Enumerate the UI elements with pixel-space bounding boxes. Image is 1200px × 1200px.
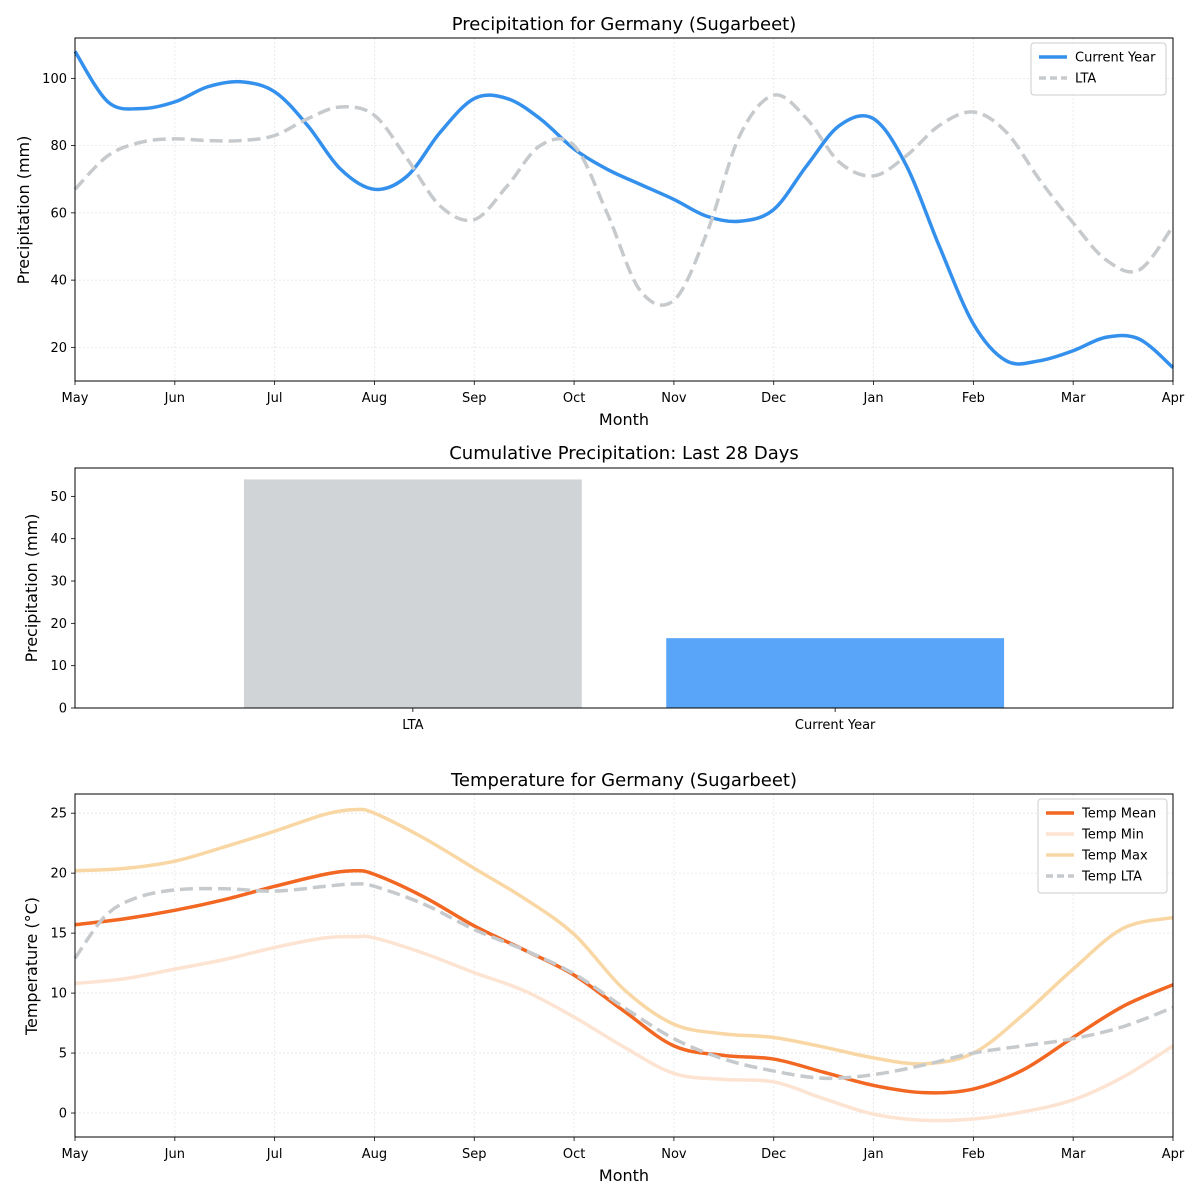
chart-title: Cumulative Precipitation: Last 28 Days <box>449 443 799 464</box>
grid <box>74 38 1174 381</box>
plot-frame <box>74 37 1174 382</box>
x-tick-label: Jul <box>266 391 283 406</box>
x-tick-label: Nov <box>661 1147 687 1162</box>
x-axis-label: Month <box>599 1166 649 1185</box>
y-tick-label: 30 <box>50 575 67 590</box>
x-tick-label: Mar <box>1061 1147 1086 1162</box>
x-tick-label: Jun <box>164 391 185 406</box>
x-tick-label: Dec <box>761 391 786 406</box>
y-tick-label: 0 <box>59 1107 67 1122</box>
cumulative-precipitation-bar-chart: Cumulative Precipitation: Last 28 Days L… <box>22 443 1174 733</box>
x-tick-label: Aug <box>362 391 387 406</box>
y-tick-label: 60 <box>50 206 67 221</box>
y-tick-label: 15 <box>50 927 67 942</box>
legend-label: LTA <box>1075 72 1096 87</box>
series-line-current-year <box>73 50 1175 369</box>
x-tick-label: May <box>62 1147 89 1162</box>
bar-current-year <box>666 638 1005 708</box>
y-tick-label: 100 <box>42 72 67 87</box>
legend-frame <box>1037 798 1168 894</box>
y-tick-labels: 0 5 10 15 20 25 <box>50 807 75 1122</box>
x-tick-label: Mar <box>1061 391 1086 406</box>
x-tick-label: Sep <box>462 1147 487 1162</box>
y-tick-labels: 0 10 20 30 40 50 <box>50 490 75 717</box>
y-tick-label: 20 <box>50 341 67 356</box>
y-tick-label: 5 <box>59 1047 67 1062</box>
series-layer <box>73 50 1175 369</box>
bar-layer <box>243 479 1005 708</box>
y-tick-label: 25 <box>50 807 67 822</box>
precipitation-line-chart: Precipitation for Germany (Sugarbeet) Ma… <box>14 14 1185 429</box>
x-tick-label: Nov <box>661 391 687 406</box>
plot-frame <box>74 467 1174 709</box>
series-line-temp-mean <box>74 868 1174 1095</box>
y-tick-labels: 20 40 60 80 100 <box>42 72 75 356</box>
grid <box>74 794 1174 1137</box>
x-tick-labels: LTA Current Year <box>402 708 876 733</box>
y-tick-label: 50 <box>50 490 67 505</box>
series-line-lta <box>73 93 1175 307</box>
x-tick-label: Current Year <box>795 718 876 733</box>
legend-label: Temp Max <box>1081 849 1148 864</box>
legend-label: Temp Min <box>1081 828 1144 843</box>
y-axis-label: Precipitation (mm) <box>14 136 33 285</box>
plot-frame <box>74 793 1174 1138</box>
series-layer <box>73 807 1174 1123</box>
y-tick-label: 10 <box>50 987 67 1002</box>
series-line-temp-max <box>74 807 1174 1066</box>
x-tick-label: Oct <box>563 1147 585 1162</box>
x-tick-label: LTA <box>402 718 423 733</box>
x-tick-label: Feb <box>962 1147 985 1162</box>
legend: Current Year LTA <box>1030 42 1167 96</box>
x-tick-label: Jan <box>863 1147 884 1162</box>
x-tick-label: May <box>62 391 89 406</box>
series-line-temp-min <box>74 934 1174 1123</box>
series-line-temp-lta <box>73 882 1174 1081</box>
y-tick-label: 80 <box>50 139 67 154</box>
x-tick-label: Dec <box>761 1147 786 1162</box>
y-axis-label: Temperature (°C) <box>22 897 41 1036</box>
legend-label: Temp LTA <box>1081 870 1142 885</box>
x-axis-label: Month <box>599 410 649 429</box>
x-tick-label: Aug <box>362 1147 387 1162</box>
y-tick-label: 0 <box>59 702 67 717</box>
x-tick-label: Sep <box>462 391 487 406</box>
y-tick-label: 40 <box>50 274 67 289</box>
x-tick-label: Feb <box>962 391 985 406</box>
y-tick-label: 20 <box>50 867 67 882</box>
temperature-line-chart: Temperature for Germany (Sugarbeet) May J… <box>22 770 1185 1185</box>
chart-title: Precipitation for Germany (Sugarbeet) <box>452 14 797 35</box>
legend-label: Temp Mean <box>1081 807 1156 822</box>
x-tick-label: Apr <box>1162 1147 1185 1162</box>
x-tick-label: Jul <box>266 1147 283 1162</box>
bar-lta <box>243 479 582 708</box>
legend-label: Current Year <box>1075 51 1156 66</box>
x-tick-labels: May Jun Jul Aug Sep Oct Nov Dec Jan Feb Mar Apr <box>62 1137 1185 1162</box>
chart-title: Temperature for Germany (Sugarbeet) <box>450 770 797 791</box>
x-tick-label: Jun <box>164 1147 185 1162</box>
legend: Temp Mean Temp Min Temp Max Temp LTA <box>1037 798 1168 894</box>
x-tick-labels: May Jun Jul Aug Sep Oct Nov Dec Jan Feb Mar Apr <box>62 381 1185 406</box>
y-tick-label: 40 <box>50 532 67 547</box>
y-tick-label: 20 <box>50 617 67 632</box>
y-tick-label: 10 <box>50 659 67 674</box>
x-tick-label: Oct <box>563 391 585 406</box>
x-tick-label: Jan <box>863 391 884 406</box>
y-axis-label: Precipitation (mm) <box>22 514 41 663</box>
x-tick-label: Apr <box>1162 391 1185 406</box>
